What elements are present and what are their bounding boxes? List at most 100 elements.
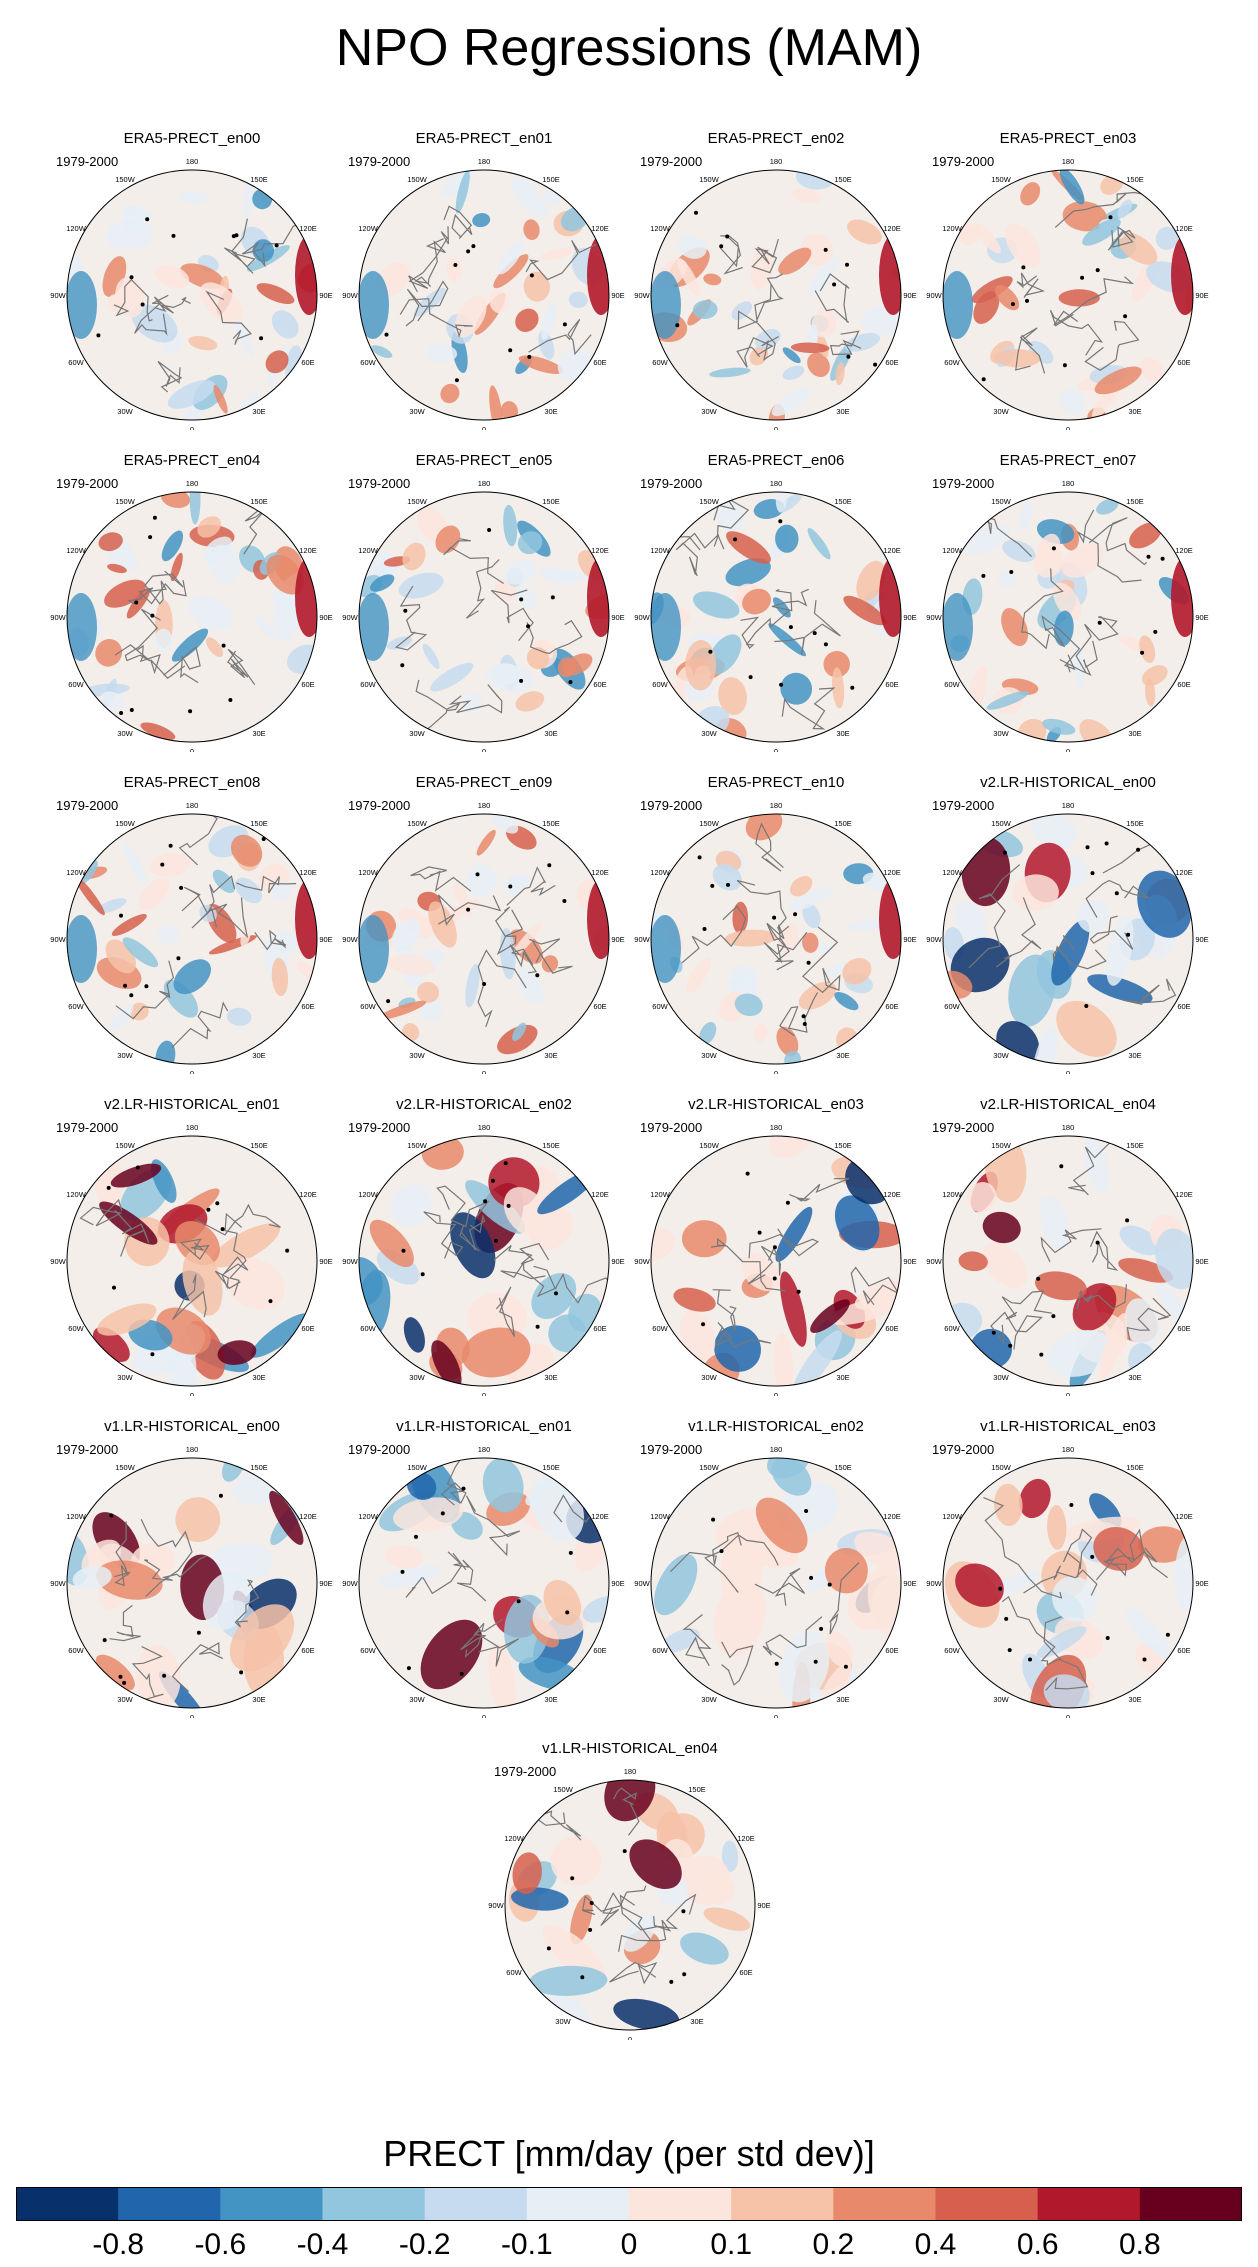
- longitude-label: 0: [774, 747, 778, 752]
- panel-title: ERA5-PRECT_en09: [415, 774, 553, 791]
- regression-field: [651, 170, 901, 420]
- longitude-label: 60W: [652, 1002, 668, 1011]
- longitude-label: 120W: [650, 868, 671, 877]
- longitude-label: 150E: [834, 1141, 852, 1150]
- longitude-label: 120E: [299, 868, 317, 877]
- polar-map: 180 150E 120E 90E 60E 30E 0 30W 60W 90W 120W 150W: [50, 157, 332, 430]
- longitude-label: 0: [190, 1069, 194, 1074]
- colorbar-tick: 0.2: [812, 2228, 855, 2261]
- colorbar-tick: -0.8: [92, 2228, 145, 2261]
- longitude-label: 150W: [991, 497, 1012, 506]
- longitude-label: 120E: [1175, 224, 1193, 233]
- panel-title: ERA5-PRECT_en04: [123, 452, 261, 469]
- longitude-label: 60E: [593, 1646, 606, 1655]
- polar-map: 180 150E 120E 90E 60E 30E 0 30W 60W 90W 120W 150W: [926, 479, 1208, 752]
- longitude-label: 120E: [591, 1512, 609, 1521]
- longitude-label: 90W: [488, 1901, 504, 1910]
- longitude-label: 150E: [1126, 819, 1144, 828]
- longitude-label: 90W: [926, 291, 942, 300]
- colorbar-tick: 0.6: [1016, 2228, 1059, 2261]
- regression-field: [651, 492, 901, 742]
- longitude-label: 90E: [611, 1579, 624, 1588]
- longitude-label: 60W: [944, 680, 960, 689]
- longitude-label: 30E: [544, 1695, 557, 1704]
- longitude-label: 90W: [342, 1579, 358, 1588]
- longitude-label: 180: [624, 1767, 637, 1776]
- longitude-label: 120E: [299, 1190, 317, 1199]
- longitude-label: 60E: [885, 1646, 898, 1655]
- longitude-label: 60E: [593, 358, 606, 367]
- map-panel: ERA5-PRECT_en02 1979-2000 180 150E 120E 90E 60…: [626, 130, 926, 430]
- longitude-label: 120E: [883, 224, 901, 233]
- polar-map: 180 150E 120E 90E 60E 30E 0 30W 60W 90W 120W 150W: [50, 801, 332, 1074]
- panel-title: v2.LR-HISTORICAL_en02: [396, 1096, 572, 1113]
- longitude-label: 90W: [926, 935, 942, 944]
- regression-field: [943, 1458, 1193, 1708]
- map-panel: ERA5-PRECT_en09 1979-2000 180 150E 120E 90E 60…: [334, 774, 634, 1074]
- longitude-label: 90E: [757, 1901, 770, 1910]
- longitude-label: 90E: [903, 935, 916, 944]
- panel-title: ERA5-PRECT_en07: [999, 452, 1137, 469]
- longitude-label: 30E: [544, 729, 557, 738]
- longitude-label: 30E: [836, 407, 849, 416]
- longitude-label: 30W: [117, 407, 133, 416]
- map-panel: ERA5-PRECT_en00 1979-2000 180 150E 120E 90E 60…: [42, 130, 342, 430]
- longitude-label: 60E: [1177, 358, 1190, 367]
- longitude-label: 90W: [50, 1257, 66, 1266]
- longitude-label: 120E: [1175, 546, 1193, 555]
- longitude-label: 30E: [252, 1051, 265, 1060]
- longitude-label: 180: [770, 1123, 783, 1132]
- longitude-label: 120W: [942, 546, 963, 555]
- longitude-label: 60W: [360, 1002, 376, 1011]
- regression-field: [651, 814, 901, 1064]
- colorbar-swatch: [833, 2187, 936, 2221]
- longitude-label: 30E: [1128, 1373, 1141, 1382]
- longitude-label: 30E: [252, 1695, 265, 1704]
- longitude-label: 30E: [544, 407, 557, 416]
- period-label: 1979-2000: [494, 1764, 557, 1779]
- longitude-label: 60W: [652, 1646, 668, 1655]
- longitude-label: 150W: [115, 175, 136, 184]
- map-panel: v2.LR-HISTORICAL_en01 1979-2000 180 150E 120…: [42, 1096, 342, 1396]
- longitude-label: 30W: [555, 2017, 571, 2026]
- longitude-label: 120W: [650, 546, 671, 555]
- panel-title: ERA5-PRECT_en02: [707, 130, 845, 147]
- longitude-label: 90E: [319, 935, 332, 944]
- longitude-label: 0: [774, 1391, 778, 1396]
- colorbar-swatch: [526, 2187, 630, 2221]
- panel-title: v2.LR-HISTORICAL_en03: [688, 1096, 864, 1113]
- longitude-label: 30W: [701, 1695, 717, 1704]
- longitude-label: 150W: [115, 497, 136, 506]
- colorbar-swatch: [935, 2187, 1039, 2221]
- polar-map: 180 150E 120E 90E 60E 30E 0 30W 60W 90W 120W 150W: [50, 479, 332, 752]
- longitude-label: 150E: [542, 175, 560, 184]
- panel-title: ERA5-PRECT_en05: [415, 452, 553, 469]
- panel-title: v1.LR-HISTORICAL_en01: [396, 1418, 572, 1435]
- longitude-label: 120E: [883, 1512, 901, 1521]
- polar-map: 180 150E 120E 90E 60E 30E 0 30W 60W 90W 120W 150W: [926, 1123, 1208, 1396]
- longitude-label: 150E: [250, 175, 268, 184]
- longitude-label: 120W: [358, 1190, 379, 1199]
- longitude-label: 60W: [360, 1324, 376, 1333]
- map-panel: v2.LR-HISTORICAL_en00 1979-2000 180 150E 120…: [918, 774, 1218, 1074]
- longitude-label: 150E: [834, 819, 852, 828]
- longitude-label: 90W: [634, 1579, 650, 1588]
- regression-field: [359, 1136, 609, 1386]
- longitude-label: 90E: [611, 935, 624, 944]
- longitude-label: 90W: [926, 1579, 942, 1588]
- longitude-label: 30W: [409, 1373, 425, 1382]
- map-panel: ERA5-PRECT_en06 1979-2000 180 150E 120E 90E 60…: [626, 452, 926, 752]
- longitude-label: 150W: [407, 175, 428, 184]
- longitude-label: 90E: [1195, 1579, 1208, 1588]
- polar-map: 180 150E 120E 90E 60E 30E 0 30W 60W 90W 120W 150W: [634, 157, 916, 430]
- longitude-label: 120W: [942, 1190, 963, 1199]
- longitude-label: 30E: [252, 729, 265, 738]
- polar-map: 180 150E 120E 90E 60E 30E 0 30W 60W 90W 120W 150W: [342, 157, 624, 430]
- longitude-label: 120W: [358, 224, 379, 233]
- longitude-label: 150W: [699, 497, 720, 506]
- longitude-label: 30E: [544, 1373, 557, 1382]
- longitude-label: 60W: [360, 680, 376, 689]
- longitude-label: 30W: [701, 407, 717, 416]
- figure-title: NPO Regressions (MAM): [335, 19, 923, 77]
- longitude-label: 60E: [593, 1002, 606, 1011]
